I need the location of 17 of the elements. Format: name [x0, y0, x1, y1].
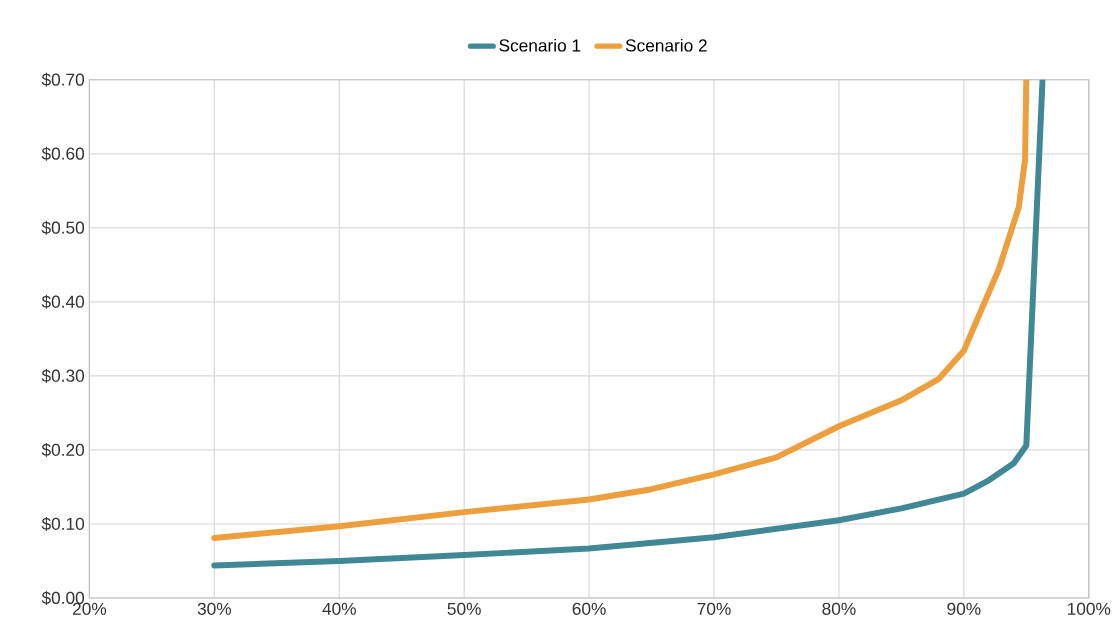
x-tick-label: 80%	[822, 602, 856, 615]
y-tick-label: $0.40	[41, 294, 85, 309]
x-tick-label: 90%	[947, 602, 981, 615]
x-tick-label: 100%	[1067, 602, 1111, 615]
x-tick-label: 60%	[572, 602, 606, 615]
legend-label: Scenario 1	[499, 38, 581, 52]
y-tick-label: $0.70	[41, 72, 85, 87]
x-tick-label: 30%	[197, 602, 232, 615]
x-tick-label: 50%	[447, 602, 481, 615]
y-tick-label: $0.50	[41, 220, 85, 235]
y-tick-label: $0.20	[41, 442, 85, 457]
y-tick-label: $0.10	[41, 517, 85, 531]
y-tick-label: $0.60	[41, 146, 85, 161]
legend-label: Scenario 2	[625, 38, 707, 52]
x-tick-label: 70%	[697, 602, 731, 615]
y-tick-label: $0.30	[41, 368, 85, 383]
x-tick-label: 40%	[322, 602, 356, 615]
